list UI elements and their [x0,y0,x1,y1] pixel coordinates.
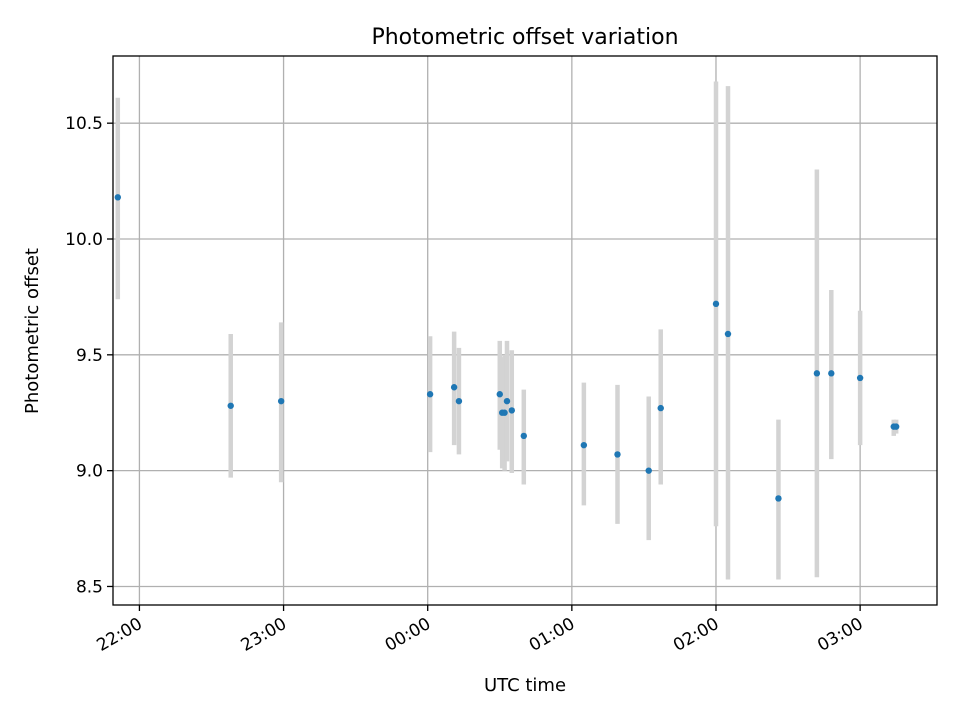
data-point [508,407,515,414]
data-point [114,194,122,201]
y-tick-label: 9.0 [76,462,103,482]
y-tick-label: 9.5 [76,346,103,366]
data-point [828,370,835,377]
data-point [813,370,821,377]
data-point [645,467,652,474]
y-tick-label: 10.5 [65,114,103,134]
point-layer [114,194,900,502]
plot-frame [112,55,938,606]
grid-layer [113,56,937,605]
tick-layer: 22:00 23:00 00:00 01:00 02:00 03:00 8.5 9.0 9.5 1… [65,114,866,656]
data-point [520,432,527,440]
data-point [657,404,664,412]
data-point [426,391,434,398]
data-point [455,397,463,405]
data-point [501,409,508,416]
x-tick-label: 22:00 [93,614,145,656]
data-point [496,391,503,398]
data-point [724,330,732,338]
y-tick-label: 10.0 [65,230,103,250]
data-point [277,397,285,405]
x-axis-label: UTC time [484,675,566,696]
x-tick-label: 23:00 [238,614,290,656]
data-point [580,441,588,449]
y-axis-label: Photometric offset [22,248,43,414]
x-tick-label: 01:00 [526,614,578,656]
data-point [450,384,458,391]
data-point [614,451,621,458]
errorbar-layer [115,81,899,580]
x-tick-label: 02:00 [670,614,722,656]
data-point [775,495,782,502]
x-tick-label: 00:00 [382,614,434,656]
chart-title: Photometric offset variation [371,25,678,50]
data-point [712,300,720,308]
data-point [227,402,234,409]
data-point [856,374,864,382]
data-point [892,423,900,430]
x-tick-label: 03:00 [814,614,866,656]
data-point [503,397,511,405]
y-tick-label: 8.5 [76,577,103,597]
